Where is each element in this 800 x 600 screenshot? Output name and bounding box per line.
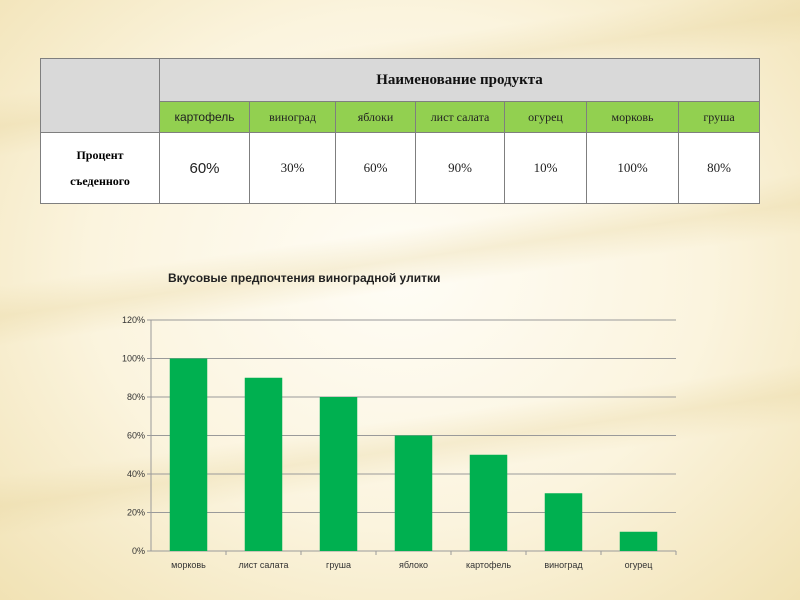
product-table: Наименование продукта картофель виноград…	[40, 58, 761, 204]
x-tick-label: яблоко	[399, 560, 428, 570]
bar	[394, 435, 433, 551]
y-tick-label: 20%	[127, 508, 145, 518]
product-row: картофель виноград яблоки лист салата ог…	[41, 101, 761, 133]
bar	[169, 358, 208, 551]
product-name: груша	[677, 101, 761, 133]
x-tick-label: виноград	[544, 560, 583, 570]
x-axis-labels: морковь лист салата груша яблоко картофель ви…	[171, 560, 652, 570]
y-tick-label: 60%	[127, 431, 145, 441]
y-tick-label: 40%	[127, 469, 145, 479]
bar	[244, 377, 283, 551]
bar	[544, 493, 583, 551]
row-label-line1: Процент	[76, 148, 124, 162]
y-tick-label: 100%	[122, 354, 145, 364]
product-name: огурец	[504, 101, 587, 133]
chart-grid	[147, 319, 677, 555]
percent-value: 90%	[415, 132, 505, 204]
x-tick-label: огурец	[625, 560, 653, 570]
bar	[319, 397, 358, 551]
x-tick-label: груша	[326, 560, 351, 570]
percent-value: 60%	[335, 132, 416, 204]
x-tick-label: картофель	[466, 560, 511, 570]
percent-value: 60%	[159, 132, 250, 204]
y-tick-label: 120%	[122, 315, 145, 325]
percent-value: 30%	[249, 132, 336, 204]
product-name: морковь	[586, 101, 679, 133]
percent-value: 10%	[504, 132, 587, 204]
y-tick-label: 80%	[127, 392, 145, 402]
bar	[619, 531, 658, 551]
row-label: Процент съеденного	[40, 132, 160, 204]
y-axis-labels: 0% 20% 40% 60% 80% 100% 120%	[122, 315, 145, 556]
row-label-line2: съеденного	[70, 174, 130, 188]
table-corner-cell	[40, 58, 160, 133]
y-tick-label: 0%	[132, 546, 145, 556]
percent-value: 80%	[677, 132, 761, 204]
x-tick-label: лист салата	[239, 560, 289, 570]
chart-title: Вкусовые предпочтения виноградной улитки	[168, 271, 440, 285]
product-name: картофель	[159, 101, 250, 133]
chart-bars	[169, 358, 658, 551]
value-row: Процент съеденного 60% 30% 60% 90% 10% 10…	[40, 132, 761, 204]
x-tick-label: морковь	[171, 560, 206, 570]
bar	[469, 454, 508, 551]
